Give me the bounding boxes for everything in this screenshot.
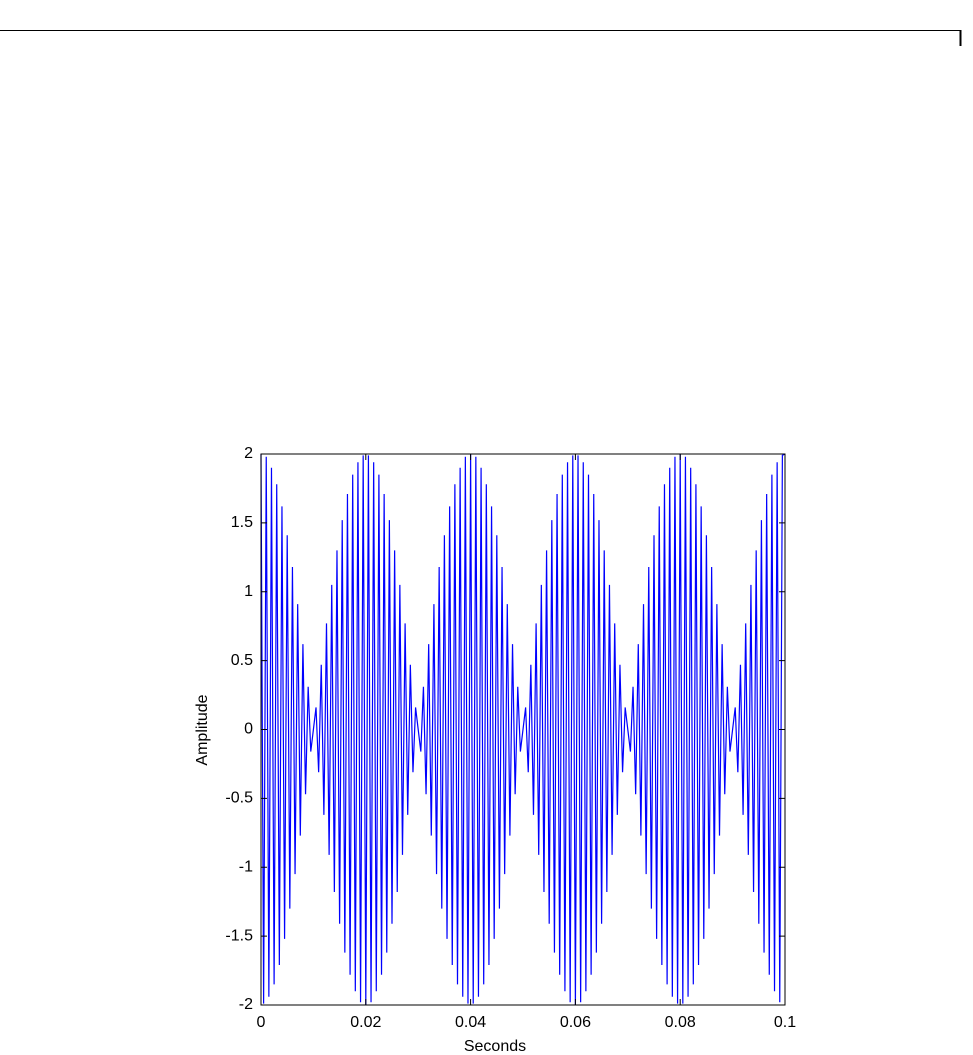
x-tick-label: 0.06	[560, 1014, 591, 1031]
y-tick-label: 0	[244, 721, 253, 738]
y-tick-label: 0.5	[231, 652, 253, 669]
x-tick-label: 0.08	[665, 1014, 696, 1031]
y-tick-label: 1	[244, 583, 253, 600]
y-tick-label: -1.5	[225, 927, 253, 944]
x-axis-label: Seconds	[464, 1038, 526, 1055]
y-tick-label: -1	[239, 858, 253, 875]
y-tick-label: 1.5	[231, 514, 253, 531]
signal-line	[260, 453, 786, 1006]
x-tick-label: 0.1	[774, 1014, 796, 1031]
y-tick-label: -2	[239, 996, 253, 1013]
axes-box	[260, 453, 786, 1006]
y-axis-label: Amplitude	[194, 694, 211, 765]
y-tick-label: 2	[244, 445, 253, 462]
x-tick-label: 0	[257, 1014, 266, 1031]
x-tick-label: 0.02	[350, 1014, 381, 1031]
y-tick-label: -0.5	[225, 790, 253, 807]
x-tick-label: 0.04	[455, 1014, 486, 1031]
